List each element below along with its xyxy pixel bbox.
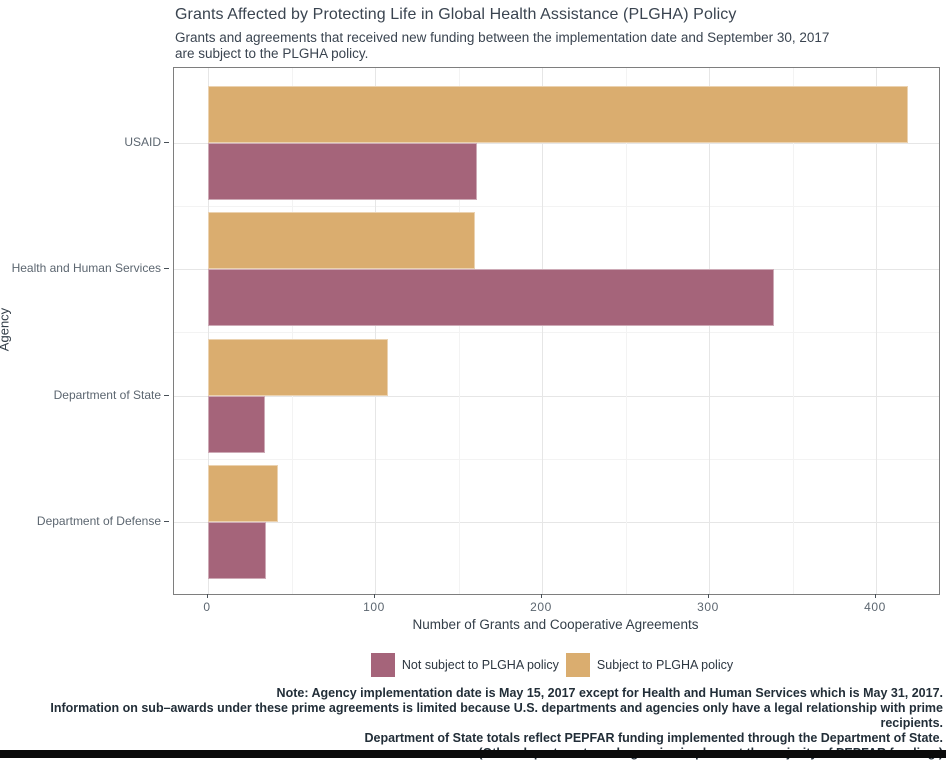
gridline-horizontal-minor — [174, 332, 939, 334]
bar-usaid-not-subject-to-plgha-policy — [208, 143, 477, 200]
gridline-vertical-minor — [625, 68, 627, 594]
gridline-vertical-major — [208, 68, 209, 594]
x-axis-label-400: 400 — [864, 600, 886, 614]
gridline-horizontal-major — [174, 143, 939, 144]
note-line-3: Department of State totals reflect PEPFA… — [364, 731, 943, 745]
legend: Not subject to PLGHA policy Subject to PL… — [173, 651, 938, 679]
gridline-vertical-major — [375, 68, 376, 594]
bar-department-of-defense-subject-to-plgha-policy — [208, 464, 279, 522]
gridline-vertical-major — [709, 68, 710, 594]
x-axis-tick — [875, 594, 876, 598]
x-axis-tick — [207, 594, 208, 598]
legend-swatch-not-subject-to-plgha-policy — [370, 653, 395, 677]
legend-item-not-subject-to-plgha-policy: Not subject to PLGHA policy — [370, 653, 566, 677]
gridline-vertical-minor — [291, 68, 293, 594]
gridline-vertical-major — [876, 68, 877, 594]
x-axis-tick — [708, 594, 709, 598]
bar-department-of-state-not-subject-to-plgha-policy — [208, 395, 265, 453]
gridline-horizontal-minor — [174, 206, 939, 208]
y-axis-label-department-of-state: Department of State — [53, 387, 161, 402]
gridline-vertical-major — [542, 68, 543, 594]
x-axis-tick — [541, 594, 542, 598]
legend-swatch-subject-to-plgha-policy — [565, 653, 590, 677]
x-axis-title: Number of Grants and Cooperative Agreeme… — [412, 617, 699, 632]
x-axis-label-0: 0 — [203, 600, 211, 614]
y-axis-tick — [164, 268, 169, 270]
gridline-vertical-minor — [458, 68, 460, 594]
x-axis-label-200: 200 — [530, 600, 552, 614]
bar-health-and-human-services-subject-to-plgha-policy — [208, 212, 476, 270]
chart-title: Grants Affected by Protecting Life in Gl… — [175, 6, 737, 23]
legend-item-subject-to-plgha-policy: Subject to PLGHA policy — [565, 653, 740, 677]
y-axis-label-department-of-defense: Department of Defense — [36, 513, 161, 528]
gridline-horizontal-minor — [174, 458, 939, 460]
gridline-horizontal-major — [174, 521, 939, 523]
gridline-horizontal-major — [174, 395, 939, 397]
chart-subtitle: Grants and agreements that received new … — [175, 30, 830, 61]
gridline-vertical-minor — [792, 68, 794, 594]
y-axis-label-health-and-human-services: Health and Human Services — [11, 261, 161, 276]
y-axis-labels: USAID Health and Human Services Department… — [0, 67, 169, 593]
bar-health-and-human-services-not-subject-to-plgha-policy — [208, 269, 775, 327]
note-line-1: Note: Agency implementation date is May … — [276, 686, 943, 700]
note-line-2: Information on sub–awards under these pr… — [50, 701, 943, 730]
y-axis-tick — [164, 394, 169, 396]
plot-panel — [173, 67, 940, 595]
x-axis-label-100: 100 — [363, 600, 385, 614]
x-axis-tick — [374, 594, 375, 598]
y-axis-label-usaid: USAID — [124, 135, 161, 149]
footer-bar — [0, 750, 946, 758]
x-axis-label-300: 300 — [697, 600, 719, 614]
bar-department-of-state-subject-to-plgha-policy — [208, 338, 389, 396]
y-axis-tick — [164, 520, 169, 522]
legend-label: Subject to PLGHA policy — [596, 658, 734, 672]
x-axis-ticks: 0 100 200 300 400 — [173, 594, 938, 618]
legend-label: Not subject to PLGHA policy — [401, 658, 559, 672]
bar-department-of-defense-not-subject-to-plgha-policy — [208, 521, 267, 579]
y-axis-tick — [164, 142, 169, 143]
bar-usaid-subject-to-plgha-policy — [208, 86, 908, 143]
